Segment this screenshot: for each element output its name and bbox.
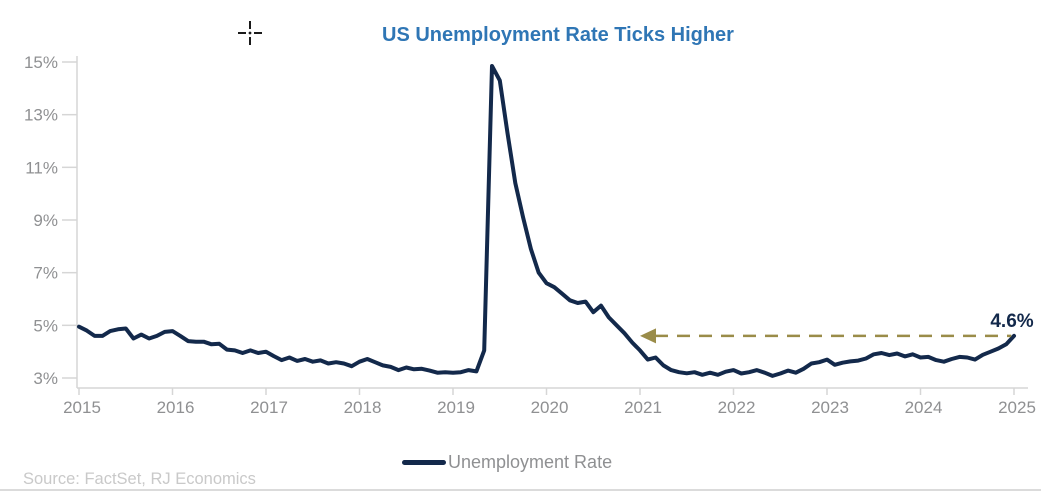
x-axis-label: 2016 <box>157 398 195 417</box>
x-axis-label: 2015 <box>63 398 101 417</box>
x-axis-label: 2019 <box>437 398 475 417</box>
y-axis: 15% 13% 11% 9% 7% 5% 3% <box>24 53 78 388</box>
y-axis-label: 13% <box>24 106 58 125</box>
x-axis-labels: 2015 2016 2017 2018 2019 2020 2021 2022 2023 2024… <box>63 398 1036 417</box>
y-axis-labels: 15% 13% 11% 9% 7% 5% 3% <box>24 53 58 388</box>
x-axis-label: 2025 <box>998 398 1036 417</box>
y-axis-label: 9% <box>33 211 58 230</box>
arrow-head-icon <box>640 328 656 344</box>
y-axis-label: 7% <box>33 264 58 283</box>
y-axis-label: 3% <box>33 369 58 388</box>
source-note: Source: FactSet, RJ Economics <box>23 470 256 488</box>
x-axis-label: 2023 <box>811 398 849 417</box>
bottom-border-line <box>0 489 1041 491</box>
x-axis: 2015 2016 2017 2018 2019 2020 2021 2022 2023 2024… <box>63 387 1036 417</box>
legend-label: Unemployment Rate <box>448 451 613 472</box>
y-axis-ticks <box>62 61 77 379</box>
x-axis-label: 2022 <box>718 398 756 417</box>
annotation-arrow <box>640 328 1012 344</box>
x-axis-label: 2020 <box>531 398 569 417</box>
x-axis-label: 2018 <box>344 398 382 417</box>
y-axis-label: 5% <box>33 316 58 335</box>
y-axis-label: 15% <box>24 53 58 72</box>
x-axis-label: 2017 <box>250 398 288 417</box>
unemployment-rate-line <box>77 64 1016 378</box>
x-axis-label: 2021 <box>624 398 662 417</box>
x-axis-ticks <box>78 388 1015 395</box>
chart-title: US Unemployment Rate Ticks Higher <box>382 24 734 46</box>
crosshair-cursor-icon <box>238 21 262 45</box>
legend-line-swatch <box>402 459 446 465</box>
y-axis-label: 11% <box>25 158 58 177</box>
legend: Unemployment Rate <box>402 452 612 472</box>
annotation-value-label: 4.6% <box>990 311 1033 332</box>
x-axis-label: 2024 <box>905 398 943 417</box>
